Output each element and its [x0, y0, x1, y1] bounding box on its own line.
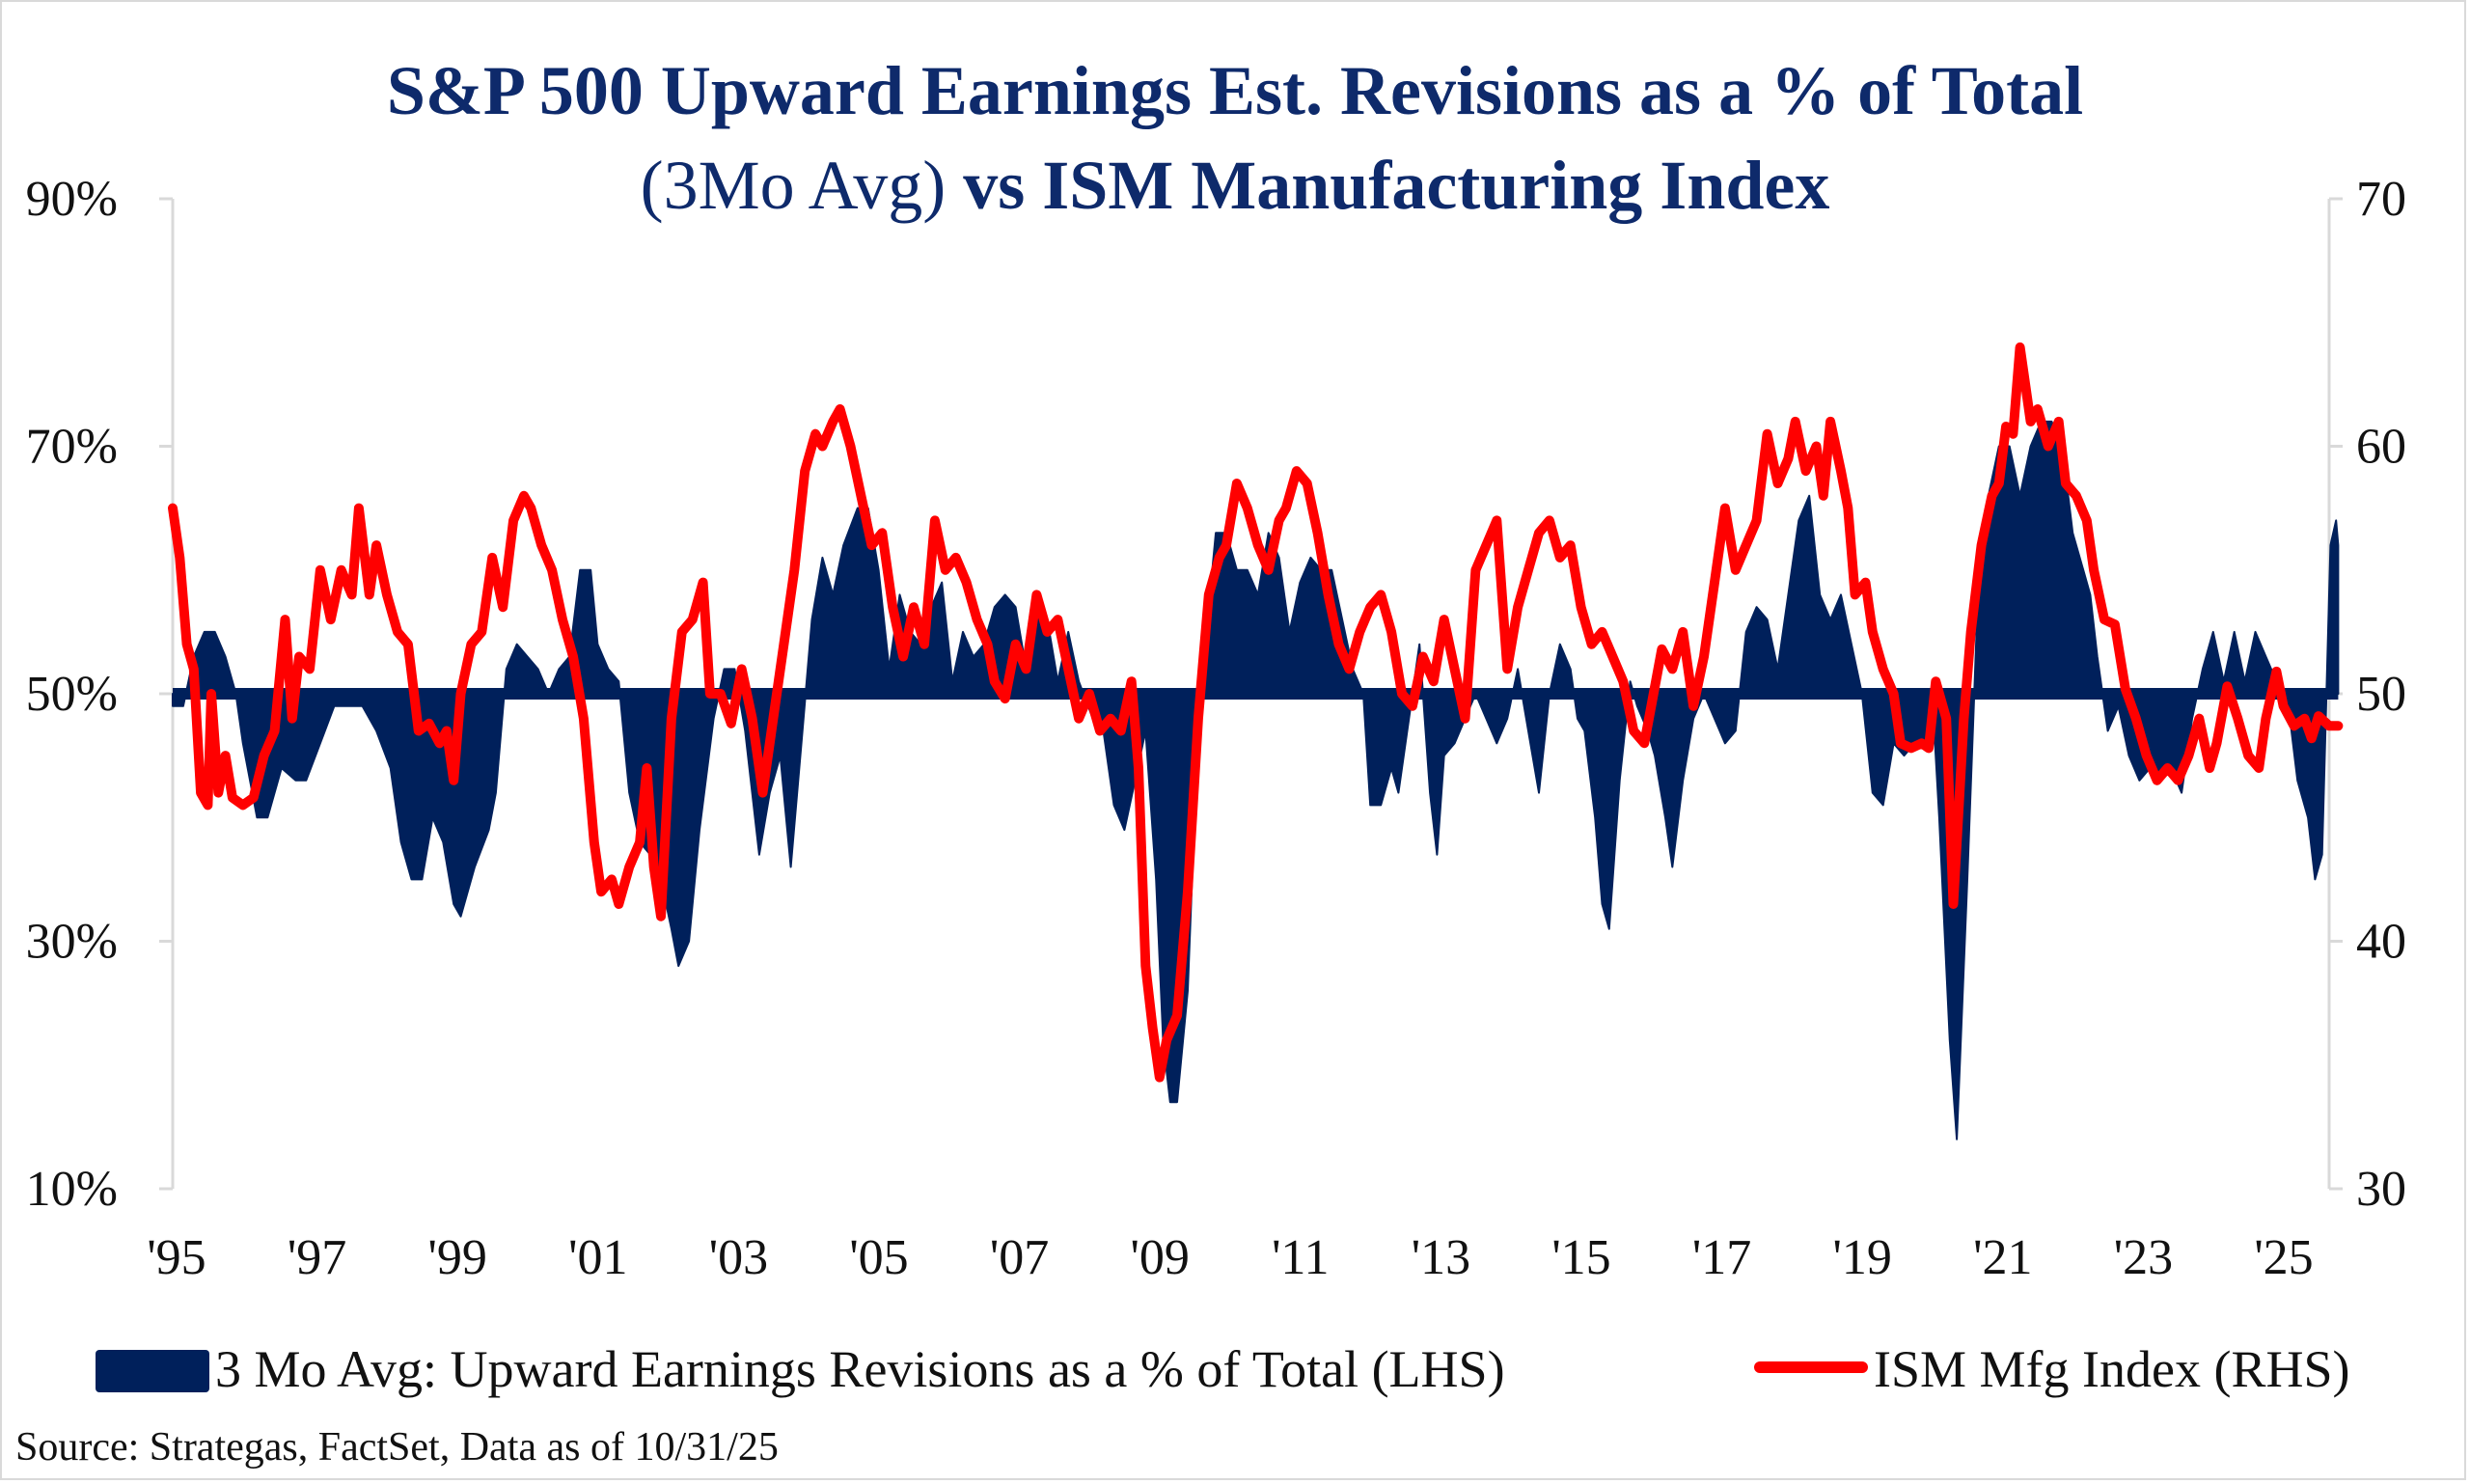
left-axis-tick-label: 30%	[26, 915, 118, 970]
x-axis-tick-label: '07	[990, 1230, 1049, 1285]
x-axis-tick-label: '23	[2114, 1230, 2173, 1285]
source-note: Source: Strategas, FactSet, Data as of 1…	[15, 1425, 779, 1470]
legend-swatch-line	[1754, 1361, 1868, 1373]
left-axis-tick-label: 50%	[26, 667, 118, 722]
x-axis-tick-label: '99	[428, 1230, 487, 1285]
chart-title-line2: (3Mo Avg) vs ISM Manufacturing Index	[0, 151, 2470, 220]
x-axis-tick-label: '97	[288, 1230, 346, 1285]
x-axis-tick-label: '95	[147, 1230, 206, 1285]
x-axis-tick-label: '17	[1692, 1230, 1751, 1285]
chart-title-line1: S&P 500 Upward Earnings Est. Revisions a…	[386, 52, 2084, 129]
right-axis-tick-label: 60	[2356, 420, 2406, 475]
x-axis-tick-label: '19	[1833, 1230, 1892, 1285]
legend-swatch-area	[96, 1350, 209, 1392]
x-axis-tick-label: '11	[1272, 1230, 1329, 1285]
area-series-upward-revisions	[172, 420, 2340, 1140]
area-baseline-band	[173, 688, 2339, 700]
legend-item-area: 3 Mo Avg: Upward Earnings Revisions as a…	[96, 1343, 1505, 1395]
right-axis-tick-label: 70	[2356, 172, 2406, 227]
right-axis-tick-label: 50	[2356, 667, 2406, 722]
left-axis-tick-label: 90%	[26, 172, 118, 227]
x-axis-tick-label: '13	[1412, 1230, 1470, 1285]
chart-title-suffix: vs ISM Manufacturing Index	[963, 147, 1830, 224]
chart-title-subtitle: (3Mo Avg)	[640, 147, 947, 224]
x-axis-tick-label: '15	[1551, 1230, 1610, 1285]
left-axis-tick-label: 70%	[26, 420, 118, 475]
x-axis-tick-label: '05	[849, 1230, 908, 1285]
right-axis-tick-label: 40	[2356, 915, 2406, 970]
legend-label-line: ISM Mfg Index (RHS)	[1874, 1340, 2350, 1398]
x-axis-tick-label: '03	[709, 1230, 768, 1285]
line-series-ism	[168, 342, 2344, 1083]
legend-label-area: 3 Mo Avg: Upward Earnings Revisions as a…	[215, 1340, 1505, 1398]
x-axis-tick-label: '01	[568, 1230, 627, 1285]
legend-item-line: ISM Mfg Index (RHS)	[1754, 1343, 2350, 1395]
right-axis-tick-label: 30	[2356, 1162, 2406, 1217]
left-axis-tick-label: 10%	[26, 1162, 118, 1217]
x-axis-tick-label: '25	[2254, 1230, 2313, 1285]
x-axis-tick-label: '21	[1973, 1230, 2032, 1285]
x-axis-tick-label: '09	[1131, 1230, 1190, 1285]
